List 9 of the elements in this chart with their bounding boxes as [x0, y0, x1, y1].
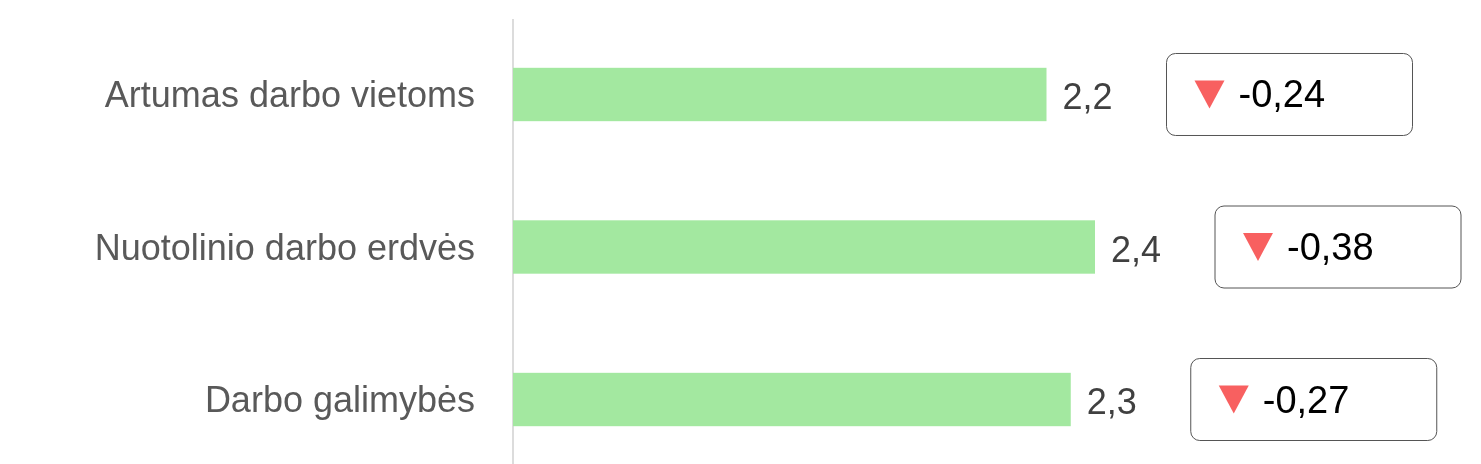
text: -0,24: [1238, 73, 1326, 116]
y-tick-label: Artumas darbo vietoms: [104, 73, 475, 115]
y-tick-label: Darbo galimybės: [204, 379, 475, 421]
y-tick-label: Nuotolinio darbo erdvės: [94, 226, 475, 268]
text: -0,27: [1262, 378, 1350, 421]
data-label: 2,3: [1086, 381, 1137, 423]
text: -0,38: [1287, 226, 1374, 268]
data-label: 2,2: [1062, 75, 1113, 117]
data-label: 2,4: [1111, 228, 1162, 270]
